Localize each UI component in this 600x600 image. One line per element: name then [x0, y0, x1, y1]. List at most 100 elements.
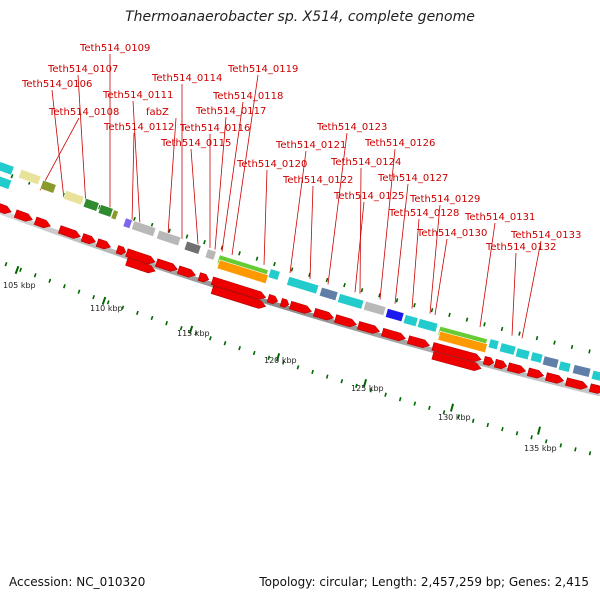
gene-feature-box [122, 217, 133, 230]
leader-line [521, 240, 542, 339]
leader-line [77, 74, 87, 207]
tick-mark [574, 447, 577, 452]
gene-feature-box [155, 229, 182, 247]
cds-arrow [125, 257, 156, 274]
tick-mark [559, 443, 563, 448]
leader-lines [39, 54, 542, 339]
tick-mark [133, 216, 136, 222]
cds-arrow [431, 351, 482, 372]
tick-mark [48, 278, 52, 283]
tick-mark [4, 262, 8, 267]
tick-mark [413, 401, 417, 406]
cds-arrow [279, 298, 290, 308]
tick-mark [448, 312, 451, 318]
leader-line [434, 238, 448, 315]
tick-mark [150, 315, 154, 321]
gene-label: Teth514_0120 [236, 159, 307, 170]
accession-text: Accession: NC_010320 [9, 575, 146, 589]
major-tick-mark [101, 296, 107, 305]
major-tick-mark [188, 325, 194, 334]
leader-line [309, 185, 314, 279]
cds-arrow [210, 276, 267, 300]
gene-label: fabZ [146, 107, 169, 118]
tick-mark [136, 310, 139, 316]
cds-arrow [526, 367, 545, 379]
cds-arrow [154, 258, 178, 272]
gene-label: Teth514_0116 [179, 123, 250, 134]
leader-line [39, 117, 80, 191]
tick-mark [77, 289, 81, 294]
tick-mark [544, 439, 548, 444]
tick-mark [457, 414, 460, 419]
gene-feature-box [571, 364, 592, 378]
gene-label: Teth514_0125 [333, 191, 404, 202]
cds-arrow [95, 238, 112, 250]
gene-label: Teth514_0121 [275, 140, 346, 151]
tick-mark [290, 267, 294, 272]
gene-label: Teth514_0111 [102, 90, 173, 101]
gene-feature-box [82, 197, 100, 212]
cds-arrow [266, 294, 279, 305]
tick-mark [33, 273, 37, 278]
major-tick-mark [537, 426, 541, 435]
cds-arrow [334, 314, 357, 328]
gene-feature-box [62, 189, 85, 206]
tick-mark [535, 335, 539, 341]
gene-feature-box [590, 369, 600, 382]
tick-mark [165, 321, 168, 326]
major-tick-mark [362, 378, 368, 388]
cds-arrow [210, 285, 267, 309]
leader-line [359, 167, 362, 294]
tick-mark [203, 240, 206, 245]
tick-mark [325, 374, 329, 379]
tick-mark [398, 397, 402, 402]
major-tick-mark [449, 403, 455, 412]
cds-arrow [13, 209, 33, 222]
cds-arrow [565, 377, 589, 390]
leader-line [411, 218, 420, 309]
cds-arrow [482, 356, 495, 366]
topology-text: Topology: circular; Length: 2,457,259 bp… [259, 575, 589, 589]
tick-mark [223, 341, 227, 346]
tick-mark [106, 300, 110, 305]
leader-line [289, 150, 307, 273]
gene-feature-box [0, 161, 15, 176]
gene-feature-box [318, 286, 339, 302]
leader-line [132, 100, 141, 226]
cds-arrow [57, 225, 81, 239]
gene-label: Teth514_0109 [79, 43, 150, 54]
gene-label: Teth514_0119 [227, 64, 298, 75]
gene-feature-box [487, 338, 500, 351]
tick-mark [296, 365, 300, 370]
gene-feature-box [17, 168, 42, 186]
gene-label: Teth514_0106 [21, 79, 92, 90]
tick-mark [311, 369, 314, 375]
major-tick-mark [275, 353, 281, 362]
cds-arrow [0, 200, 12, 214]
tick-mark [255, 256, 259, 261]
tick-label: 105 kbp [3, 281, 36, 290]
tick-mark [340, 379, 344, 384]
gene-feature-box [437, 330, 488, 354]
leader-line [190, 148, 199, 245]
cds-arrow [544, 372, 565, 384]
tick-mark [428, 405, 431, 411]
tick-mark [252, 350, 256, 356]
gene-feature-box [362, 300, 387, 316]
cds-arrow [407, 335, 431, 348]
gene-feature-box [514, 347, 531, 361]
gene-feature-box [402, 314, 419, 328]
tick-mark [500, 326, 504, 332]
gene-feature-box [384, 308, 405, 323]
tick-mark [282, 360, 285, 365]
gene-label: Teth514_0112 [103, 122, 174, 133]
leader-line [354, 201, 365, 293]
tick-label: 125 kbp [351, 384, 384, 393]
gene-feature-box [110, 209, 119, 221]
leader-line [51, 89, 65, 199]
gene-label: Teth514_0114 [151, 73, 222, 84]
tick-mark [384, 392, 387, 397]
leader-line [167, 117, 177, 235]
gene-feature-box [498, 342, 517, 356]
